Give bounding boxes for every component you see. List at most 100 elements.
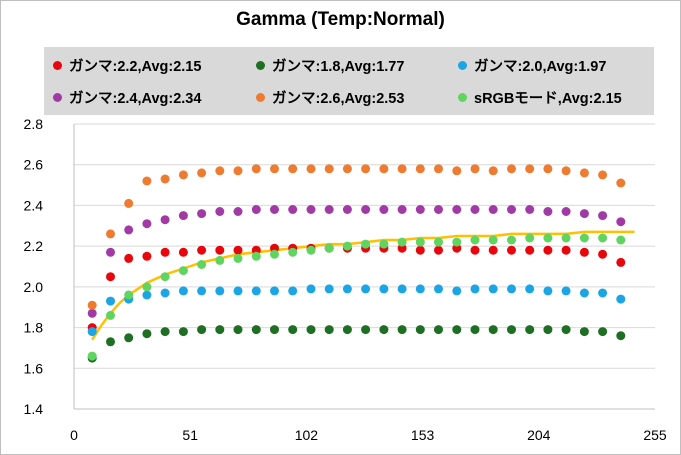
data-point	[124, 225, 134, 235]
data-point	[579, 233, 589, 243]
legend-label: ガンマ:2.6,Avg:2.53	[272, 91, 405, 107]
data-point	[178, 170, 188, 180]
data-point	[142, 219, 152, 229]
data-point	[288, 164, 298, 174]
legend-marker	[256, 93, 265, 102]
data-point	[598, 327, 608, 337]
data-point	[543, 164, 553, 174]
data-point	[324, 205, 334, 214]
data-point	[251, 205, 261, 214]
data-point	[415, 164, 425, 174]
legend: ガンマ:2.2,Avg:2.15 ガンマ:1.8,Avg:1.77 ガンマ:2.…	[44, 47, 654, 115]
data-point	[452, 325, 462, 335]
data-point	[306, 245, 316, 255]
data-point	[87, 300, 97, 310]
data-point	[507, 284, 516, 294]
data-point	[270, 164, 279, 174]
legend-marker	[53, 61, 62, 70]
data-point	[233, 253, 243, 263]
data-point	[215, 325, 225, 335]
data-point	[616, 217, 626, 227]
data-point	[306, 284, 316, 294]
data-point	[397, 284, 407, 294]
data-point	[561, 325, 571, 335]
data-point	[106, 229, 115, 239]
data-point	[306, 325, 316, 335]
data-point	[215, 207, 225, 216]
legend-item-srgb-mode: sRGBモード,Avg:2.15	[458, 87, 622, 108]
data-point	[434, 245, 443, 255]
legend-label: ガンマ:1.8,Avg:1.77	[272, 59, 405, 75]
legend-marker	[458, 61, 467, 70]
data-point	[543, 233, 553, 243]
data-point	[142, 282, 152, 292]
y-tick-label: 2.4	[24, 197, 44, 213]
data-point	[434, 205, 443, 214]
data-point	[215, 166, 225, 176]
data-point	[598, 233, 608, 243]
data-point	[379, 284, 389, 294]
data-point	[579, 247, 589, 257]
data-point	[543, 207, 553, 216]
data-point	[579, 209, 589, 219]
data-point	[415, 237, 425, 247]
data-point	[507, 164, 516, 174]
data-point	[342, 325, 352, 335]
data-point	[470, 325, 480, 335]
data-point	[470, 164, 480, 174]
data-point	[525, 325, 535, 335]
legend-marker	[256, 61, 265, 70]
data-point	[579, 288, 589, 298]
legend-item-gamma-2-4: ガンマ:2.4,Avg:2.34	[53, 87, 201, 108]
y-tick-label: 1.4	[24, 401, 44, 417]
data-point	[178, 327, 188, 337]
data-point	[525, 164, 535, 174]
data-point	[616, 331, 626, 341]
reference-curve	[91, 230, 635, 341]
data-point	[598, 249, 608, 259]
data-point	[124, 333, 134, 343]
data-point	[178, 211, 188, 221]
data-point	[342, 284, 352, 294]
data-point	[197, 245, 207, 255]
y-tick-label: 2.8	[24, 116, 44, 132]
data-point	[233, 325, 243, 335]
data-point	[561, 245, 571, 255]
data-point	[434, 164, 443, 174]
legend-marker	[458, 93, 467, 102]
data-point	[470, 284, 480, 294]
data-point	[507, 245, 516, 255]
data-point	[197, 209, 207, 219]
data-point	[434, 237, 443, 247]
data-point	[251, 251, 261, 261]
data-point	[233, 207, 243, 216]
data-point	[106, 337, 115, 347]
data-point	[361, 325, 371, 335]
data-point	[415, 284, 425, 294]
data-point	[306, 205, 316, 214]
data-point	[288, 325, 298, 335]
data-point	[233, 286, 243, 296]
data-point	[616, 235, 626, 245]
data-point	[324, 243, 334, 253]
x-tick-label: 153	[411, 427, 435, 443]
data-point	[251, 286, 261, 296]
data-point	[178, 266, 188, 276]
data-point	[306, 164, 316, 174]
legend-item-gamma-2-6: ガンマ:2.6,Avg:2.53	[256, 87, 404, 108]
data-point	[197, 168, 207, 178]
data-point	[434, 284, 443, 294]
data-point	[270, 249, 279, 259]
legend-label: ガンマ:2.0,Avg:1.97	[474, 59, 607, 75]
data-point	[87, 327, 97, 337]
data-point	[342, 241, 352, 251]
legend-item-gamma-2-2: ガンマ:2.2,Avg:2.15	[53, 55, 201, 76]
data-point	[488, 325, 498, 335]
data-point	[288, 205, 298, 214]
data-point	[525, 205, 535, 214]
data-point	[160, 327, 170, 337]
data-point	[124, 198, 134, 208]
x-tick-label: 0	[70, 427, 78, 443]
data-point	[379, 205, 389, 214]
data-point	[379, 239, 389, 249]
